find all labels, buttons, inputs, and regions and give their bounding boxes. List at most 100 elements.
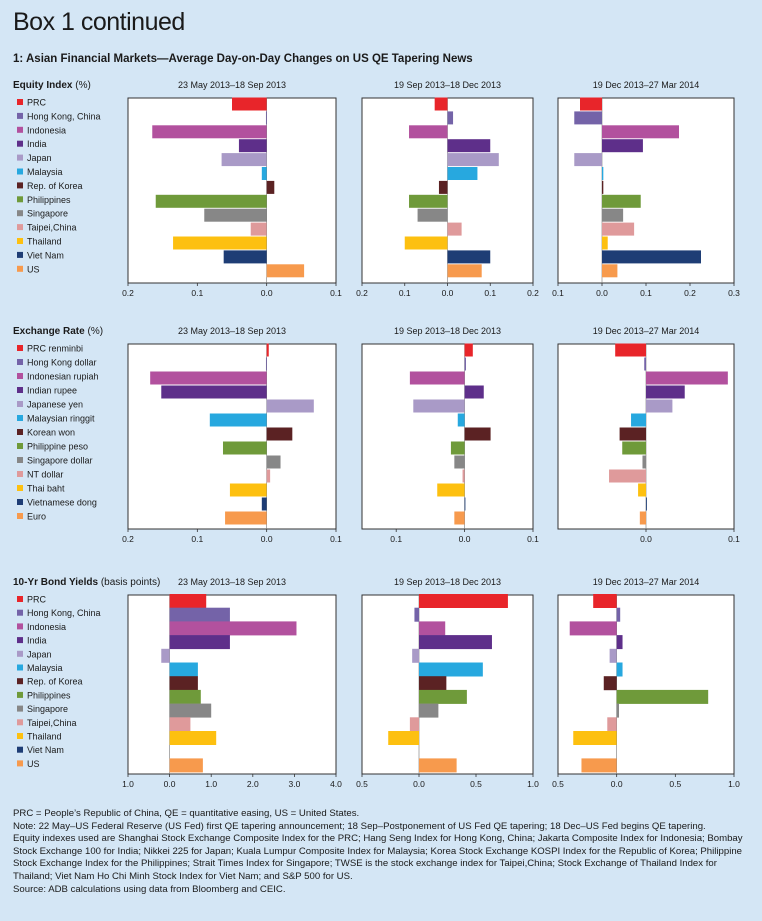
bar (266, 264, 305, 278)
bar (447, 250, 491, 264)
panel-title: 23 May 2013–18 Sep 2013 (178, 80, 286, 90)
bar (266, 399, 314, 413)
legend-label: Philippines (27, 690, 71, 700)
bar (646, 399, 673, 413)
legend-swatch (17, 760, 23, 767)
tick-label: 1.0 (122, 779, 134, 789)
bar (161, 385, 267, 399)
bar (266, 343, 269, 357)
tick-label: 0.0 (261, 534, 273, 544)
legend-label: Hong Kong, China (27, 608, 101, 618)
legend-label: India (27, 139, 47, 149)
bar (250, 222, 267, 236)
bar (419, 594, 508, 608)
bar (221, 153, 267, 167)
tick-label: 0.1 (330, 534, 342, 544)
bar (569, 621, 617, 636)
legend-label: NT dollar (27, 470, 63, 480)
bar (413, 399, 465, 413)
tick-label: 0.5 (356, 779, 368, 789)
legend-label: PRC renminbi (27, 344, 83, 354)
bar (602, 264, 618, 278)
legend-swatch (17, 443, 23, 449)
legend-label: Hong Kong dollar (27, 358, 97, 368)
bar (266, 180, 275, 194)
bar (602, 139, 643, 153)
tick-label: 0.2 (684, 288, 696, 298)
legend-swatch (17, 140, 23, 147)
bar (409, 717, 419, 732)
panel-title: 19 Sep 2013–18 Dec 2013 (394, 326, 501, 336)
bar (414, 607, 419, 622)
bar (615, 343, 646, 357)
legend-swatch (17, 99, 23, 105)
legend-swatch (17, 415, 23, 421)
tick-label: 0.1 (552, 288, 564, 298)
bar (447, 139, 491, 153)
bar (238, 139, 267, 153)
legend-label: Indonesia (27, 125, 66, 135)
legend-swatch (17, 126, 23, 133)
bar (438, 180, 448, 194)
legend-swatch (17, 609, 23, 616)
bar (464, 497, 466, 511)
bar (580, 97, 602, 111)
section-title-3: 10-Yr Bond Yields (basis points) (13, 577, 160, 588)
bar (581, 758, 617, 773)
bar (169, 594, 207, 608)
bar (644, 357, 646, 371)
legend-label: Hong Kong, China (27, 111, 101, 121)
legend-swatch (17, 513, 23, 519)
bar (454, 455, 465, 469)
bar (169, 717, 191, 732)
legend-swatch (17, 196, 23, 203)
bar (409, 371, 465, 385)
legend-swatch (17, 182, 23, 189)
bar (464, 427, 491, 441)
legend-swatch (17, 373, 23, 379)
bar (602, 250, 701, 264)
bar (447, 111, 454, 125)
bar (462, 469, 465, 483)
tick-label: 4.0 (330, 779, 342, 789)
panel-frame (361, 594, 534, 775)
legend-label: PRC (27, 595, 47, 605)
tick-label: 0.2 (356, 288, 368, 298)
bar (161, 648, 170, 663)
tick-label: 0.5 (669, 779, 681, 789)
legend-swatch (17, 485, 23, 491)
bar (412, 648, 419, 663)
bar (619, 427, 646, 441)
legend-label: US (27, 264, 40, 274)
bar (464, 343, 473, 357)
legend-label: Japan (27, 153, 52, 163)
panel-title: 19 Sep 2013–18 Dec 2013 (394, 80, 501, 90)
legend-swatch (17, 746, 23, 753)
bar (419, 635, 492, 650)
tick-label: 0.0 (442, 288, 454, 298)
bar (574, 153, 602, 167)
bar (593, 594, 617, 608)
bar (602, 167, 604, 180)
legend-label: Vietnamese dong (27, 498, 97, 508)
bar (447, 264, 482, 278)
legend-label: Malaysia (27, 663, 63, 673)
bar (169, 662, 198, 677)
legend-label: Rep. of Korea (27, 677, 83, 687)
footnote-source: Source: ADB calculations using data from… (13, 883, 286, 895)
legend-label: Indonesia (27, 622, 66, 632)
panel-title: 23 May 2013–18 Sep 2013 (178, 326, 286, 336)
bar (464, 357, 466, 371)
bar (266, 455, 281, 469)
tick-label: 2.0 (247, 779, 259, 789)
bar (419, 758, 457, 773)
legend-label: Viet Nam (27, 250, 64, 260)
bar (602, 222, 635, 236)
tick-label: 0.1 (640, 288, 652, 298)
legend-label: India (27, 636, 47, 646)
bar (169, 689, 201, 704)
legend-swatch (17, 112, 23, 119)
legend-swatch (17, 224, 23, 231)
bar (447, 153, 499, 167)
